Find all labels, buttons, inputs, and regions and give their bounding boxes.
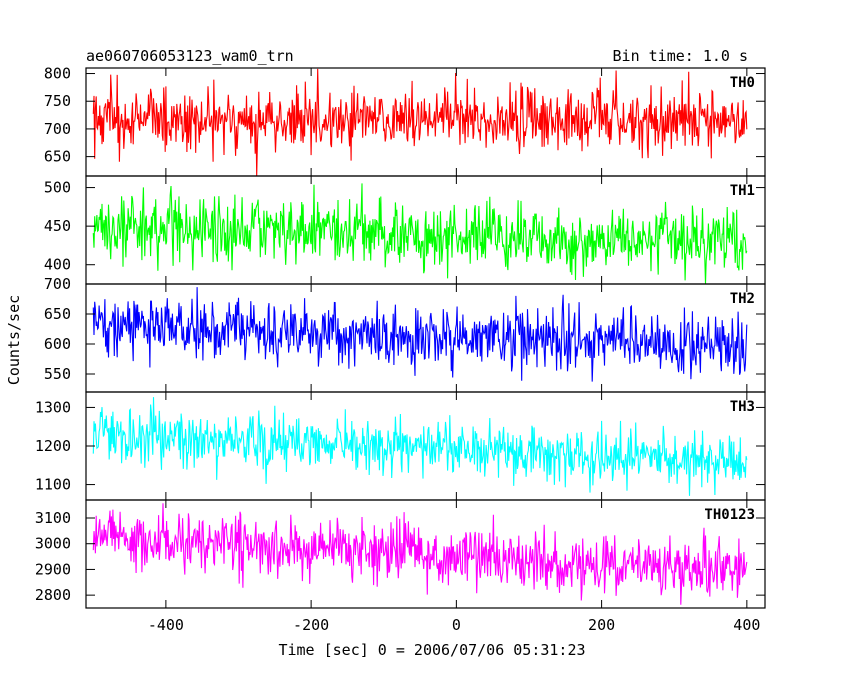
y-tick-label: 3000 [35,535,71,553]
series-line-th3 [92,397,748,496]
y-tick-label: 2900 [35,560,71,578]
y-tick-label: 1200 [35,437,71,455]
x-tick-label: 400 [733,616,760,634]
y-tick-label: 800 [44,65,71,83]
y-tick-label: 450 [44,217,71,235]
y-tick-label: 550 [44,365,71,383]
y-tick-label: 650 [44,305,71,323]
x-tick-label: 200 [588,616,615,634]
y-tick-label: 700 [44,120,71,138]
panels-group: TH0 650 700 750 800 TH1 400 450 500 TH2 550 600 650 7… [35,65,766,609]
y-tick-label: 700 [44,275,71,293]
chart-title: ae060706053123_wam0_trn [86,47,294,65]
y-tick-label: 650 [44,148,71,166]
y-tick-label: 600 [44,335,71,353]
bin-time-label: Bin time: 1.0 s [613,47,748,65]
y-tick-label: 400 [44,256,71,274]
y-tick-label: 1100 [35,476,71,494]
series-line-th0 [92,68,748,177]
y-tick-label: 750 [44,92,71,110]
panel-label-th0: TH0 [730,75,755,91]
y-tick-label: 1300 [35,398,71,416]
y-tick-label: 500 [44,179,71,197]
y-tick-label: 2800 [35,586,71,604]
y-axis-label: Counts/sec [5,295,23,385]
series-line-th0123 [92,503,748,605]
panel-label-th1: TH1 [730,183,755,199]
series-line-th1 [92,183,748,285]
panel-label-th0123: TH0123 [704,507,755,523]
series-line-th2 [92,287,748,382]
x-axis-label: Time [sec] 0 = 2006/07/06 05:31:23 [278,641,585,659]
y-tick-label: 3100 [35,509,71,527]
panel-label-th3: TH3 [730,399,755,415]
panel-frame-th0123 [85,499,766,609]
x-tick-label: -200 [293,616,329,634]
x-tick-label: -400 [148,616,184,634]
x-axis: -400 -200 0 200 400 [148,616,761,634]
x-tick-label: 0 [452,616,461,634]
panel-label-th2: TH2 [730,291,755,307]
